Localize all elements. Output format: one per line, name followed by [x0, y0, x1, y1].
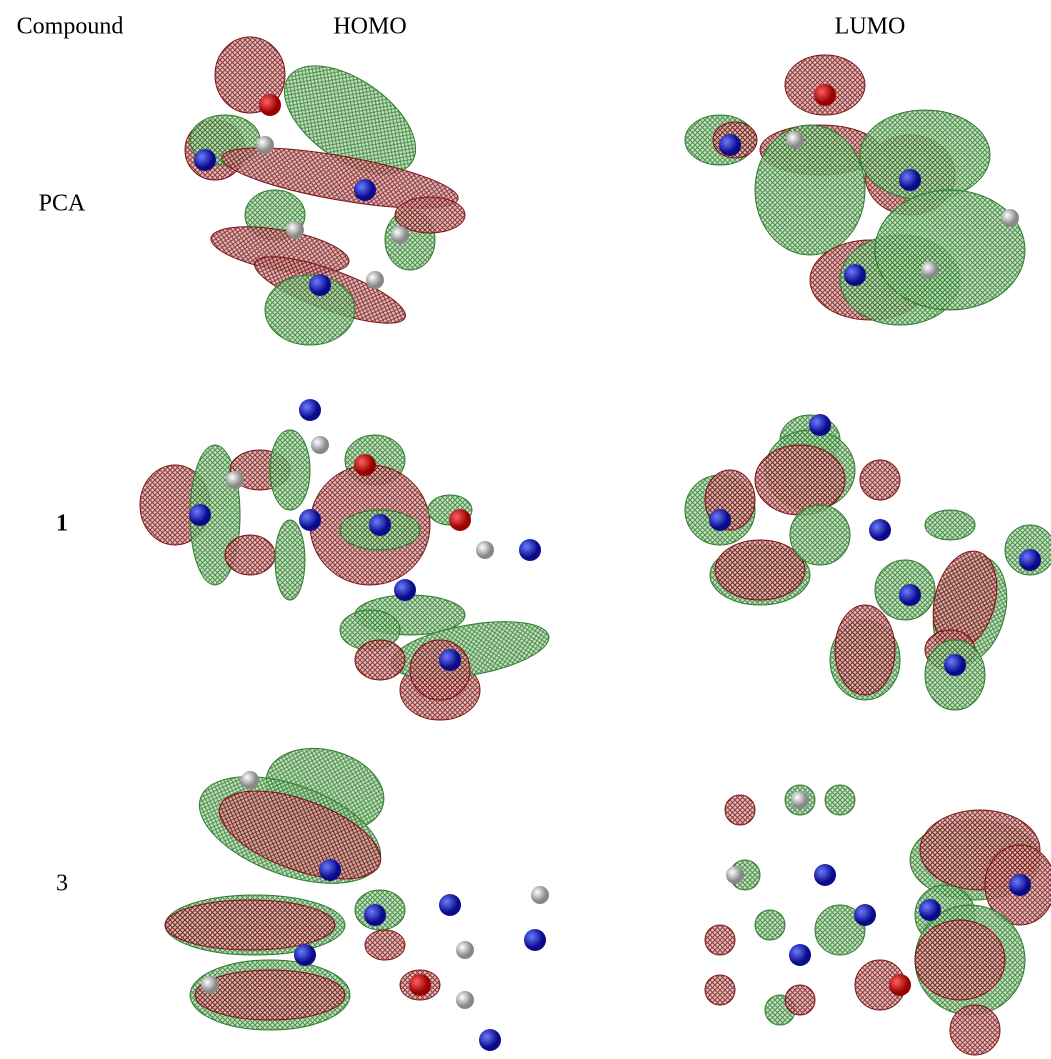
- atom: [311, 436, 329, 454]
- orbital-lobe: [925, 510, 975, 540]
- atom: [286, 221, 304, 239]
- orbital-lobe: [875, 190, 1025, 310]
- column-header: HOMO: [333, 14, 406, 40]
- atom: [259, 94, 281, 116]
- orbital-lobe: [165, 900, 335, 950]
- atom: [439, 649, 461, 671]
- atom: [791, 791, 809, 809]
- atom: [814, 864, 836, 886]
- atom: [854, 904, 876, 926]
- atom: [476, 541, 494, 559]
- row-label: 1: [56, 511, 68, 537]
- orbital-lobe: [395, 197, 465, 233]
- atom: [391, 226, 409, 244]
- atom: [449, 509, 471, 531]
- orbital-lobe: [410, 640, 470, 700]
- orbital-lobe: [790, 505, 850, 565]
- atom: [439, 894, 461, 916]
- atom: [844, 264, 866, 286]
- atom: [921, 261, 939, 279]
- orbital-lobe: [835, 605, 895, 695]
- atom: [319, 859, 341, 881]
- atom: [809, 414, 831, 436]
- atom: [364, 904, 386, 926]
- atom: [519, 539, 541, 561]
- atom: [256, 136, 274, 154]
- orbital-lobe: [355, 640, 405, 680]
- orbital-lobe: [755, 445, 845, 515]
- row-label: PCA: [39, 191, 86, 217]
- atom: [189, 504, 211, 526]
- atom: [456, 941, 474, 959]
- atom: [294, 944, 316, 966]
- orbital-lobe: [950, 1005, 1000, 1055]
- atom: [786, 131, 804, 149]
- atom: [456, 991, 474, 1009]
- atom: [299, 509, 321, 531]
- orbital-lobe: [860, 110, 990, 200]
- atom: [479, 1029, 501, 1051]
- orbital-lobe: [705, 925, 735, 955]
- column-header: LUMO: [835, 14, 906, 40]
- figure: Compound HOMO LUMO PCA 1 3: [0, 0, 1051, 1059]
- atom: [201, 976, 219, 994]
- atom: [899, 169, 921, 191]
- row-label: 3: [56, 871, 68, 897]
- atom: [524, 929, 546, 951]
- atom: [394, 579, 416, 601]
- orbital-lobe: [785, 985, 815, 1015]
- atom: [869, 519, 891, 541]
- orbital-lobe: [195, 970, 345, 1020]
- orbital-lobe: [755, 910, 785, 940]
- orbital-lobe: [860, 460, 900, 500]
- orbital-lobe: [365, 930, 405, 960]
- atom: [309, 274, 331, 296]
- orbital-lobe: [915, 920, 1005, 1000]
- atom: [726, 866, 744, 884]
- atom: [1019, 549, 1041, 571]
- atom: [1009, 874, 1031, 896]
- atom: [354, 179, 376, 201]
- atom: [709, 509, 731, 531]
- atom: [1001, 209, 1019, 227]
- atom: [919, 899, 941, 921]
- atom: [814, 84, 836, 106]
- atom: [531, 886, 549, 904]
- atom: [899, 584, 921, 606]
- atom: [299, 399, 321, 421]
- atom: [241, 771, 259, 789]
- atom: [409, 974, 431, 996]
- atom: [369, 514, 391, 536]
- atom: [719, 134, 741, 156]
- atom: [194, 149, 216, 171]
- orbital-lobe: [715, 540, 805, 600]
- atom: [889, 974, 911, 996]
- orbital-art: [140, 37, 1051, 1055]
- orbital-lobe: [225, 535, 275, 575]
- atom: [789, 944, 811, 966]
- orbital-lobe: [275, 520, 305, 600]
- atom: [366, 271, 384, 289]
- orbital-lobe: [725, 795, 755, 825]
- atom: [354, 454, 376, 476]
- orbital-lobe: [825, 785, 855, 815]
- atom: [226, 471, 244, 489]
- atom: [944, 654, 966, 676]
- orbital-lobe: [705, 975, 735, 1005]
- orbital-lobe: [270, 430, 310, 510]
- column-header: Compound: [17, 14, 124, 40]
- orbital-lobe: [755, 125, 865, 255]
